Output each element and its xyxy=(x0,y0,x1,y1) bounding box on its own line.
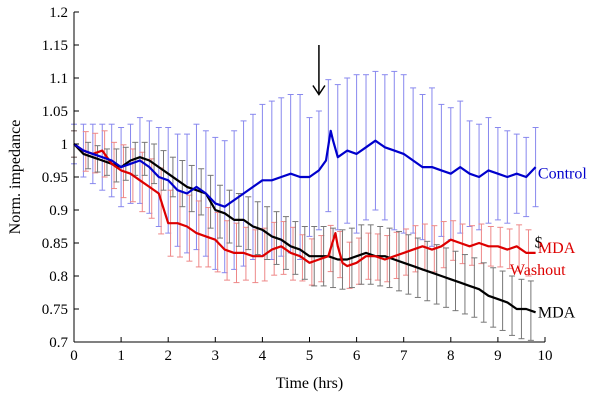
y-tick-label: 0.85 xyxy=(42,236,68,252)
control-series-line xyxy=(73,129,537,208)
x-tick-label: 10 xyxy=(538,348,553,364)
mda-series-line xyxy=(73,143,536,314)
y-tick-label: 1.2 xyxy=(49,5,68,21)
x-tick-label: 7 xyxy=(400,348,408,364)
annotation-arrow xyxy=(312,45,326,96)
mda-washout-series-label: MDA Washout xyxy=(510,240,576,279)
error-bars-layer xyxy=(71,70,539,341)
x-tick-label: 8 xyxy=(447,348,455,364)
series-lines-layer xyxy=(73,129,537,314)
x-tick-label: 4 xyxy=(259,348,267,364)
control-series-label: Control xyxy=(538,166,587,183)
x-tick-label: 0 xyxy=(70,348,78,364)
axes-layer: 0.7 0.75 0.8 0.85 0.9 0.95 1 1.05 1.1 1.15 1.2 0 1 2 3… xyxy=(7,5,553,392)
x-tick-label: 1 xyxy=(117,348,125,364)
y-tick-label: 1 xyxy=(61,137,69,153)
labels-layer: $ Control MDA Washout MDA xyxy=(312,45,587,321)
x-tick-label: 6 xyxy=(353,348,361,364)
x-tick-label: 5 xyxy=(306,348,314,364)
y-tick-label: 1.05 xyxy=(42,104,68,120)
y-tick-label: 0.95 xyxy=(42,170,68,186)
x-tick-label: 2 xyxy=(164,348,172,364)
y-tick-label: 0.8 xyxy=(49,269,68,285)
y-tick-label: 1.15 xyxy=(42,38,68,54)
mda-washout-series-line xyxy=(73,143,536,268)
mda-series-label: MDA xyxy=(538,304,576,321)
x-axis-title: Time (hrs) xyxy=(276,375,343,392)
x-tick-label: 3 xyxy=(212,348,220,364)
annotation-text: $ xyxy=(535,235,543,252)
y-tick-label: 0.9 xyxy=(49,203,68,219)
x-tick-label: 9 xyxy=(494,348,502,364)
y-tick-label: 0.75 xyxy=(42,302,68,318)
y-tick-label: 0.7 xyxy=(49,335,68,351)
y-tick-label: 1.1 xyxy=(49,71,68,87)
y-axis-title: Norm. impedance xyxy=(7,120,24,235)
